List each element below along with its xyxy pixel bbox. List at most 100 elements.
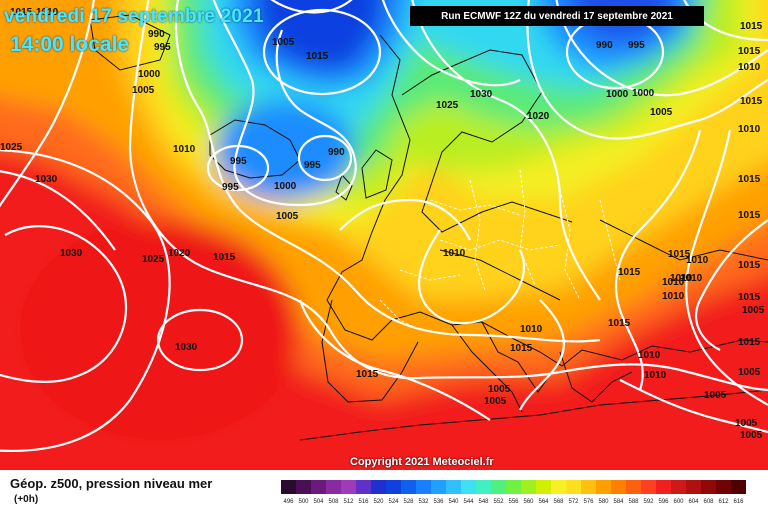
color-scale-tick: 540 [448, 499, 459, 505]
color-scale-swatch [581, 480, 596, 494]
pressure-label: 1005 [488, 384, 511, 395]
pressure-label: 1010 [638, 350, 661, 361]
pressure-label: 995 [628, 40, 645, 51]
pressure-label: 1015 [356, 369, 379, 380]
coastlines [89, 14, 768, 441]
color-scale-swatch [506, 480, 521, 494]
weather-map: 1015 1010 990 995 1005 1015 1000 1005 1025 1030 10… [0, 0, 768, 470]
pressure-label: 1015 [738, 210, 761, 221]
legend-footer: Géop. z500, pression niveau mer (+0h) 49… [0, 470, 768, 512]
pressure-label: 1005 [704, 390, 727, 401]
color-scale-tick: 532 [418, 499, 429, 505]
pressure-label: 1010 [662, 291, 685, 302]
pressure-label: 1005 [742, 305, 765, 316]
pressure-label: 1015 [740, 21, 763, 32]
color-scale-tick: 604 [688, 499, 699, 505]
pressure-label: 1005 [276, 211, 299, 222]
color-scale-bar: 496 500 504 508 512 516 520 524 528 532 536 540 544 5… [281, 480, 746, 505]
pressure-label: 1010 [520, 324, 543, 335]
pressure-label: 1000 [138, 69, 161, 80]
color-scale-tick: 520 [373, 499, 384, 505]
pressure-label: 1015 [618, 267, 641, 278]
pressure-label: 1000 [606, 89, 629, 100]
color-scale-tick: 516 [358, 499, 369, 505]
color-scale-tick: 588 [628, 499, 639, 505]
color-scale-tick: 600 [673, 499, 684, 505]
color-scale-swatch [296, 480, 311, 494]
pressure-label: 1020 [527, 111, 550, 122]
color-scale-tick: 572 [568, 499, 579, 505]
pressure-label: 1015 [608, 318, 631, 329]
color-scale-tick: 528 [403, 499, 414, 505]
pressure-label: 1005 [272, 37, 295, 48]
pressure-label: 1010 [680, 273, 703, 284]
color-scale-tick: 500 [298, 499, 309, 505]
color-scale-tick: 612 [718, 499, 729, 505]
color-scale-swatch [386, 480, 401, 494]
color-scale-swatch [656, 480, 671, 494]
color-scale-tick: 596 [658, 499, 669, 505]
color-scale-tick: 580 [598, 499, 609, 505]
color-scale-swatch [416, 480, 431, 494]
color-scale-tick: 548 [478, 499, 489, 505]
color-scale-tick: 576 [583, 499, 594, 505]
pressure-label: 1010 [686, 255, 709, 266]
color-scale-swatch [476, 480, 491, 494]
color-scale-swatch [431, 480, 446, 494]
color-scale-swatch [326, 480, 341, 494]
color-scale-tick: 544 [463, 499, 474, 505]
color-scale-swatch [731, 480, 746, 494]
color-scale-swatch [491, 480, 506, 494]
color-scale-swatch [446, 480, 461, 494]
pressure-label: 1015 [740, 96, 763, 107]
color-scale-swatch [686, 480, 701, 494]
pressure-label: 990 [148, 29, 165, 40]
color-scale-swatch [641, 480, 656, 494]
pressure-label: 995 [230, 156, 247, 167]
color-scale-swatch [551, 480, 566, 494]
color-scale-swatch [341, 480, 356, 494]
color-scale-tick: 512 [343, 499, 354, 505]
pressure-label: 1030 [35, 174, 58, 185]
pressure-label: 995 [304, 160, 321, 171]
color-scale-tick: 504 [313, 499, 324, 505]
color-scale-tick: 608 [703, 499, 714, 505]
color-scale-swatch [566, 480, 581, 494]
color-scale-swatch [311, 480, 326, 494]
color-scale-swatch [356, 480, 371, 494]
pressure-label: 1015 [738, 292, 761, 303]
color-scale-swatch [701, 480, 716, 494]
forecast-date: vendredi 17 septembre 2021 [4, 6, 264, 27]
legend-subtitle: (+0h) [14, 494, 39, 505]
pressure-label: 995 [222, 182, 239, 193]
pressure-label: 1030 [470, 89, 493, 100]
pressure-label: 1010 [173, 144, 196, 155]
pressure-label: 1010 [644, 370, 667, 381]
pressure-label: 1005 [132, 85, 155, 96]
legend-title: Géop. z500, pression niveau mer [10, 476, 213, 491]
pressure-label: 1010 [443, 248, 466, 259]
pressure-label: 1010 [662, 277, 685, 288]
forecast-time: 14:00 locale [10, 33, 130, 56]
pressure-label: 1015 [668, 249, 691, 260]
color-scale-tick: 536 [433, 499, 444, 505]
isobars [0, 0, 768, 451]
pressure-label: 1025 [142, 254, 165, 265]
pressure-label: 1015 [510, 343, 533, 354]
run-info-box: Run ECMWF 12Z du vendredi 17 septembre 2… [410, 6, 704, 26]
color-scale-swatch [461, 480, 476, 494]
pressure-label: 1015 [213, 252, 236, 263]
pressure-label: 1010 [738, 124, 761, 135]
pressure-label: 1015 [738, 46, 761, 57]
color-scale-swatch [521, 480, 536, 494]
color-scale-swatch [626, 480, 641, 494]
pressure-label: 1015 [738, 260, 761, 271]
pressure-label: 1010 [738, 62, 761, 73]
pressure-label: 1005 [735, 418, 758, 429]
pressure-label: 1005 [650, 107, 673, 118]
pressure-label: 1000 [274, 181, 297, 192]
pressure-label: 1000 [632, 88, 655, 99]
color-scale-tick: 552 [493, 499, 504, 505]
